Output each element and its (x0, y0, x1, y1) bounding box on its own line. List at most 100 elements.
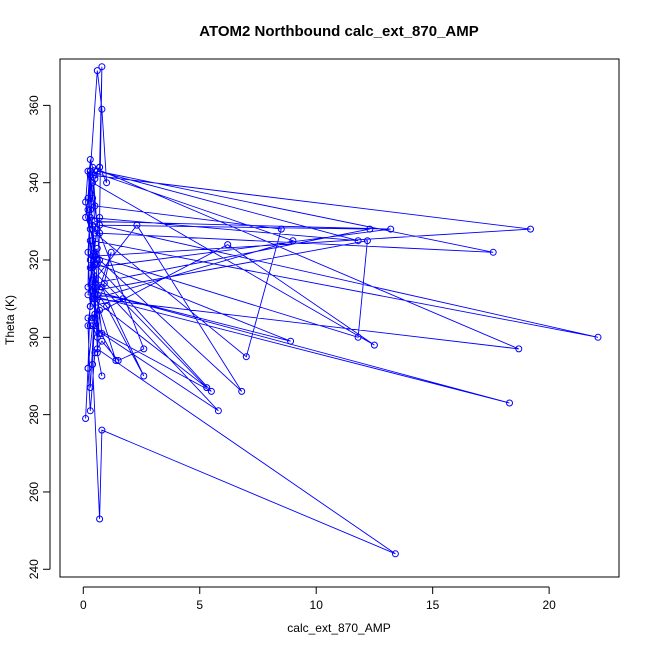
data-point (86, 237, 94, 245)
data-point (86, 206, 94, 214)
data-point (89, 264, 97, 272)
data-point (214, 407, 222, 415)
data-point (112, 357, 120, 364)
data-point (91, 252, 99, 260)
data-point (93, 345, 101, 353)
data-point (93, 67, 101, 75)
data-point (84, 291, 92, 299)
data-point (98, 105, 106, 113)
data-point (86, 384, 94, 392)
data-point (82, 415, 90, 422)
data-point (89, 314, 97, 322)
data-point (98, 330, 106, 337)
data-point (96, 221, 104, 229)
data-point (91, 283, 99, 291)
x-axis-label: calc_ext_870_AMP (287, 621, 390, 635)
data-point (140, 372, 148, 380)
data-point (91, 248, 99, 256)
x-tick-label: 0 (80, 598, 87, 612)
data-point (84, 364, 92, 372)
data-point (96, 256, 104, 264)
data-point (89, 295, 97, 303)
data-point (84, 283, 92, 291)
data-point (289, 237, 297, 245)
y-tick-label: 300 (27, 327, 41, 347)
data-point (140, 345, 148, 353)
data-point (89, 179, 97, 187)
data-point (86, 214, 94, 221)
data-point (91, 260, 99, 268)
data-point (86, 167, 94, 175)
data-point (91, 314, 99, 322)
data-point (98, 337, 106, 345)
data-point (89, 194, 97, 202)
x-tick-label: 10 (310, 598, 324, 612)
data-point (91, 279, 99, 287)
data-point (86, 256, 94, 264)
data-point (93, 333, 101, 341)
data-point (207, 387, 215, 395)
data-point (82, 198, 90, 206)
data-point (370, 341, 378, 349)
y-tick-label: 240 (27, 559, 41, 579)
y-tick-label: 260 (27, 482, 41, 502)
data-point (96, 229, 104, 237)
data-point (203, 384, 211, 392)
y-axis: 240 260 280 300 320 340 360 (27, 95, 51, 579)
data-point (133, 221, 141, 229)
series-layer (82, 63, 602, 558)
data-point (103, 179, 111, 187)
data-point (96, 306, 104, 314)
x-tick-label: 5 (196, 598, 203, 612)
data-point (91, 310, 99, 318)
data-point (238, 387, 246, 395)
data-point (98, 426, 106, 434)
data-point (387, 225, 395, 233)
data-point (103, 302, 111, 310)
data-point (363, 237, 371, 245)
data-point (119, 295, 127, 303)
data-point (86, 407, 94, 415)
data-point (91, 229, 99, 237)
data-point (86, 322, 94, 330)
data-point (98, 63, 106, 71)
y-tick-label: 320 (27, 250, 41, 270)
data-point (98, 372, 106, 380)
data-point (96, 163, 104, 171)
data-point (489, 248, 497, 256)
data-point (84, 322, 92, 330)
plot-area (59, 58, 620, 578)
data-point (527, 225, 534, 233)
y-tick-label: 280 (27, 404, 41, 424)
x-axis: 0 5 10 15 20 (80, 586, 556, 612)
data-point (107, 248, 115, 256)
data-point (93, 349, 101, 357)
data-point (366, 225, 374, 233)
data-point (287, 337, 295, 345)
data-point (354, 333, 362, 341)
chart-title: ATOM2 Northbound calc_ext_870_AMP (199, 23, 479, 40)
data-point (91, 275, 99, 283)
data-point (89, 360, 97, 368)
data-point (89, 322, 97, 330)
data-point (91, 175, 99, 183)
data-point (86, 225, 94, 233)
data-point (594, 333, 602, 341)
data-point (93, 260, 101, 268)
data-point (391, 550, 399, 558)
data-point (91, 291, 99, 299)
data-point (89, 283, 97, 291)
data-point (84, 194, 92, 202)
data-point (354, 237, 362, 245)
data-point (93, 167, 101, 175)
x-tick-label: 20 (542, 598, 556, 612)
data-point (96, 214, 104, 221)
data-point (89, 163, 97, 171)
data-point (89, 225, 97, 233)
data-point (242, 353, 250, 361)
data-point (86, 171, 94, 179)
data-point (86, 264, 94, 272)
data-point (84, 248, 92, 256)
data-point (86, 302, 94, 310)
data-point (91, 202, 99, 210)
